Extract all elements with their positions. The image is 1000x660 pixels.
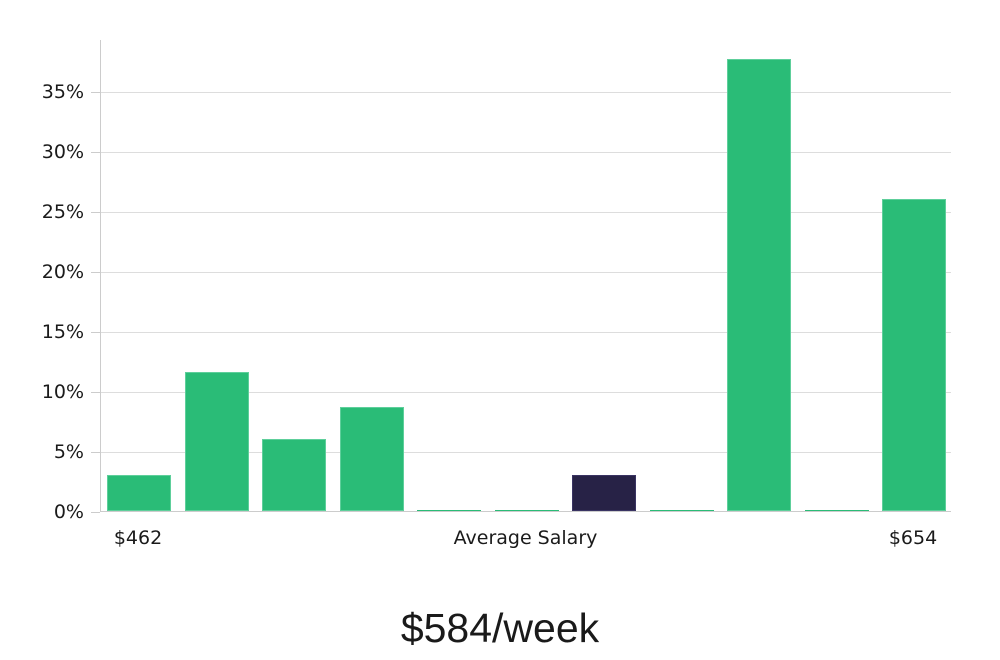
gridline	[101, 332, 951, 333]
bar-5[interactable]	[494, 509, 559, 511]
gridline	[101, 272, 951, 273]
y-axis-tick-label: 25%	[41, 201, 84, 223]
y-axis-tick-mark	[91, 452, 100, 453]
y-axis-tick-mark	[91, 212, 100, 213]
bar-3[interactable]	[339, 406, 404, 511]
y-axis-tick-label: 5%	[53, 441, 84, 463]
y-axis-tick-mark	[91, 332, 100, 333]
bar-1[interactable]	[184, 371, 249, 511]
bar-2[interactable]	[262, 438, 326, 511]
gridline	[101, 152, 951, 153]
y-axis-tick-label: 35%	[41, 81, 84, 103]
bar-0[interactable]	[107, 474, 171, 511]
gridline	[101, 392, 951, 393]
x-axis-label-0: $462	[113, 527, 163, 549]
bar-10[interactable]	[882, 198, 946, 511]
y-axis-tick-label: 10%	[41, 381, 84, 403]
y-axis-tick-mark	[91, 272, 100, 273]
x-axis-label-10: $654	[888, 527, 938, 549]
y-axis-tick-label: 20%	[41, 261, 84, 283]
bar-8[interactable]	[727, 59, 791, 511]
bar-7[interactable]	[649, 509, 714, 511]
gridline	[101, 452, 951, 453]
y-axis-tick-mark	[91, 152, 100, 153]
y-axis-tick-label: 0%	[53, 501, 84, 523]
y-axis-tick-mark	[91, 392, 100, 393]
bar-4[interactable]	[417, 509, 481, 511]
y-axis-tick-label: 30%	[41, 141, 84, 163]
x-axis-line	[101, 511, 951, 512]
average-salary-title: $584/week	[400, 605, 600, 651]
gridline	[101, 212, 951, 213]
y-axis-tick-label: 15%	[41, 321, 84, 343]
plot-area	[100, 40, 951, 512]
y-axis-tick-mark	[91, 512, 100, 513]
y-axis-tick-mark	[91, 92, 100, 93]
bar-average-salary[interactable]	[572, 474, 636, 511]
bar-9[interactable]	[804, 509, 869, 511]
x-axis-label-5: Average Salary	[453, 527, 598, 549]
gridline	[101, 92, 951, 93]
